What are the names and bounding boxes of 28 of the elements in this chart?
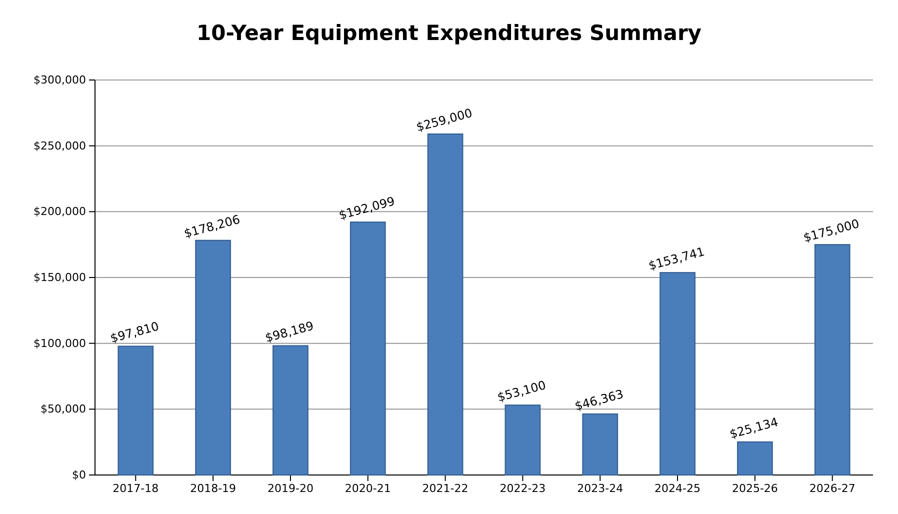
y-tick-label: $100,000 [34, 336, 86, 350]
bar [660, 272, 696, 476]
x-tick-label: 2017-18 [112, 482, 159, 495]
bar [195, 240, 231, 476]
x-tick-label: 2021-22 [422, 482, 468, 495]
y-tick-label: $150,000 [34, 271, 86, 284]
x-tick-label: 2020-21 [344, 482, 391, 495]
bar [427, 133, 464, 476]
y-tick-label: $200,000 [34, 205, 86, 218]
bar [737, 441, 773, 476]
x-tick-label: 2026-27 [809, 482, 856, 495]
bar [272, 345, 308, 476]
bar [582, 413, 618, 476]
y-tick-label: $300,000 [34, 74, 86, 87]
y-tick-label: $250,000 [34, 139, 86, 152]
bar [504, 404, 541, 476]
x-tick-label: 2019-20 [267, 482, 314, 495]
x-tick-label: 2022-23 [500, 482, 546, 495]
bar [814, 244, 850, 476]
x-tick-label: 2025-26 [732, 482, 778, 495]
y-tick-label: $0 [72, 468, 86, 482]
x-tick-label: 2018-19 [190, 482, 236, 495]
x-tick-label: 2024-25 [654, 482, 701, 495]
y-tick-label: $50,000 [40, 402, 86, 416]
chart-title: 10-Year Equipment Expenditures Summary [196, 21, 702, 45]
x-tick-label: 2023-24 [577, 482, 624, 495]
bar [118, 346, 154, 476]
bar [350, 222, 386, 476]
